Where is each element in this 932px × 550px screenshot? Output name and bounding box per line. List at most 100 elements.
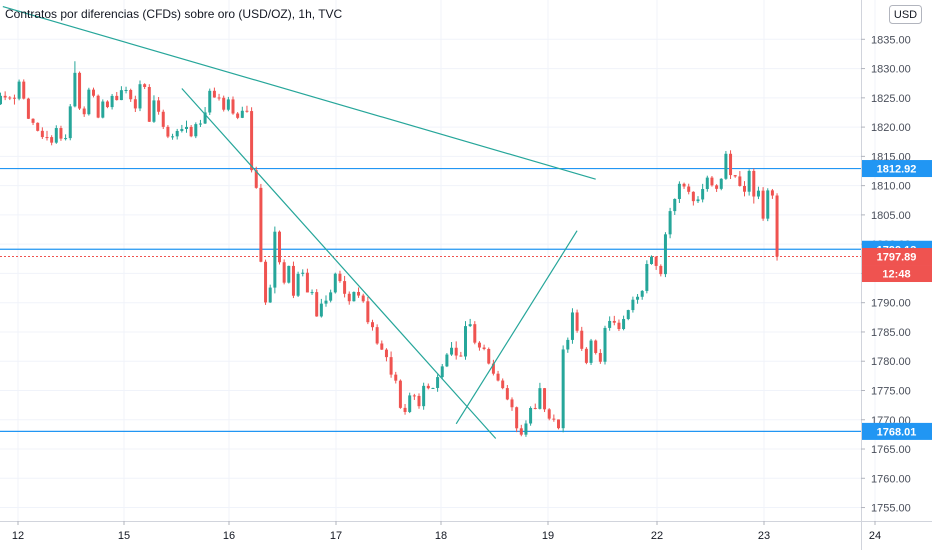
- time-axis[interactable]: 12 15 16 17 18 19 22 23 24: [12, 521, 881, 542]
- candle: [22, 79, 26, 100]
- candle-body: [68, 106, 72, 139]
- candle-body: [259, 187, 263, 262]
- candle-body: [119, 90, 123, 101]
- candle-body: [650, 256, 653, 265]
- candle: [538, 382, 542, 410]
- candle-body: [519, 428, 523, 435]
- candle-body: [403, 407, 407, 412]
- y-tick-label: 1825.00: [871, 93, 911, 105]
- candle-body: [101, 101, 105, 118]
- x-tick-label: 19: [542, 530, 554, 542]
- candle-body: [412, 395, 416, 397]
- candle-body: [705, 177, 709, 190]
- trend-lines[interactable]: [2, 5, 596, 439]
- candle-body: [333, 273, 337, 293]
- candle-body: [129, 89, 133, 100]
- candle-body: [175, 130, 179, 137]
- candle: [92, 87, 95, 98]
- candle: [622, 315, 626, 331]
- x-tick-label: 17: [330, 530, 342, 542]
- y-tick-label: 1835.00: [871, 34, 911, 46]
- y-tick-label: 1830.00: [871, 64, 911, 76]
- candle-body: [105, 101, 109, 108]
- candle: [398, 379, 402, 409]
- currency-button[interactable]: USD: [889, 5, 922, 24]
- y-tick-label: 1775.00: [871, 385, 911, 397]
- candle-body: [231, 99, 235, 114]
- candle-body: [380, 343, 384, 350]
- candle-body: [505, 388, 509, 400]
- candle: [12, 94, 16, 105]
- candle-body: [626, 310, 630, 320]
- candle-body: [40, 130, 44, 138]
- y-tick-label: 1820.00: [871, 122, 911, 134]
- candle-body: [524, 423, 528, 435]
- y-tick-label: 1810.00: [871, 181, 911, 193]
- candle: [691, 191, 695, 206]
- currency-button-frame[interactable]: [889, 5, 922, 24]
- candle: [505, 384, 509, 401]
- candle-body: [766, 190, 770, 219]
- candle-body: [319, 303, 323, 317]
- candle: [468, 318, 472, 328]
- trend-line[interactable]: [455, 230, 578, 425]
- candle-body: [343, 281, 347, 294]
- candle-body: [477, 342, 481, 348]
- candle: [105, 100, 109, 109]
- candle: [663, 232, 667, 278]
- candle-body: [561, 349, 565, 429]
- candle: [64, 134, 68, 141]
- candle-body: [710, 177, 714, 186]
- candle-body: [236, 113, 240, 118]
- candle: [40, 127, 44, 139]
- candle: [333, 272, 337, 294]
- candle: [580, 326, 584, 351]
- candle-body: [352, 291, 356, 302]
- candle-body: [464, 326, 467, 357]
- candle: [454, 341, 458, 360]
- candle-body: [384, 349, 388, 358]
- candle-body: [422, 385, 426, 407]
- candle-body: [682, 183, 686, 187]
- candle: [343, 275, 347, 298]
- candle-body: [22, 81, 26, 99]
- candle: [761, 187, 765, 221]
- candle-body: [245, 110, 249, 112]
- level-badge-label: 1812.92: [877, 164, 917, 176]
- candle-body: [59, 128, 63, 139]
- candle: [31, 118, 35, 126]
- candle-body: [715, 185, 719, 189]
- candle: [756, 186, 760, 200]
- candle: [380, 340, 384, 350]
- candle: [180, 124, 184, 133]
- trend-line[interactable]: [2, 5, 596, 180]
- currency-label[interactable]: USD: [894, 9, 917, 21]
- candle-body: [645, 264, 649, 291]
- horizontal-levels[interactable]: [0, 167, 861, 433]
- candle: [222, 95, 226, 112]
- plot-area[interactable]: [0, 5, 861, 439]
- candle-body: [547, 409, 551, 419]
- candle: [287, 265, 291, 284]
- candle-body: [515, 407, 519, 429]
- trend-line[interactable]: [181, 88, 497, 439]
- candle: [259, 183, 263, 263]
- candle-body: [580, 330, 584, 349]
- candle-body: [756, 190, 760, 197]
- candle-body: [691, 191, 695, 202]
- candle-body: [82, 108, 86, 115]
- candle-body: [301, 272, 305, 274]
- candle-body: [747, 170, 751, 192]
- candle-body: [54, 128, 58, 143]
- candle-body: [450, 347, 454, 355]
- candle: [631, 296, 635, 313]
- candle-body: [26, 98, 30, 119]
- chart-title: Contratos por diferencias (CFDs) sobre o…: [5, 7, 343, 21]
- x-tick-label: 12: [12, 530, 24, 542]
- candle: [603, 325, 607, 365]
- candle-body: [496, 373, 500, 381]
- candle: [715, 184, 719, 192]
- candle: [426, 383, 430, 390]
